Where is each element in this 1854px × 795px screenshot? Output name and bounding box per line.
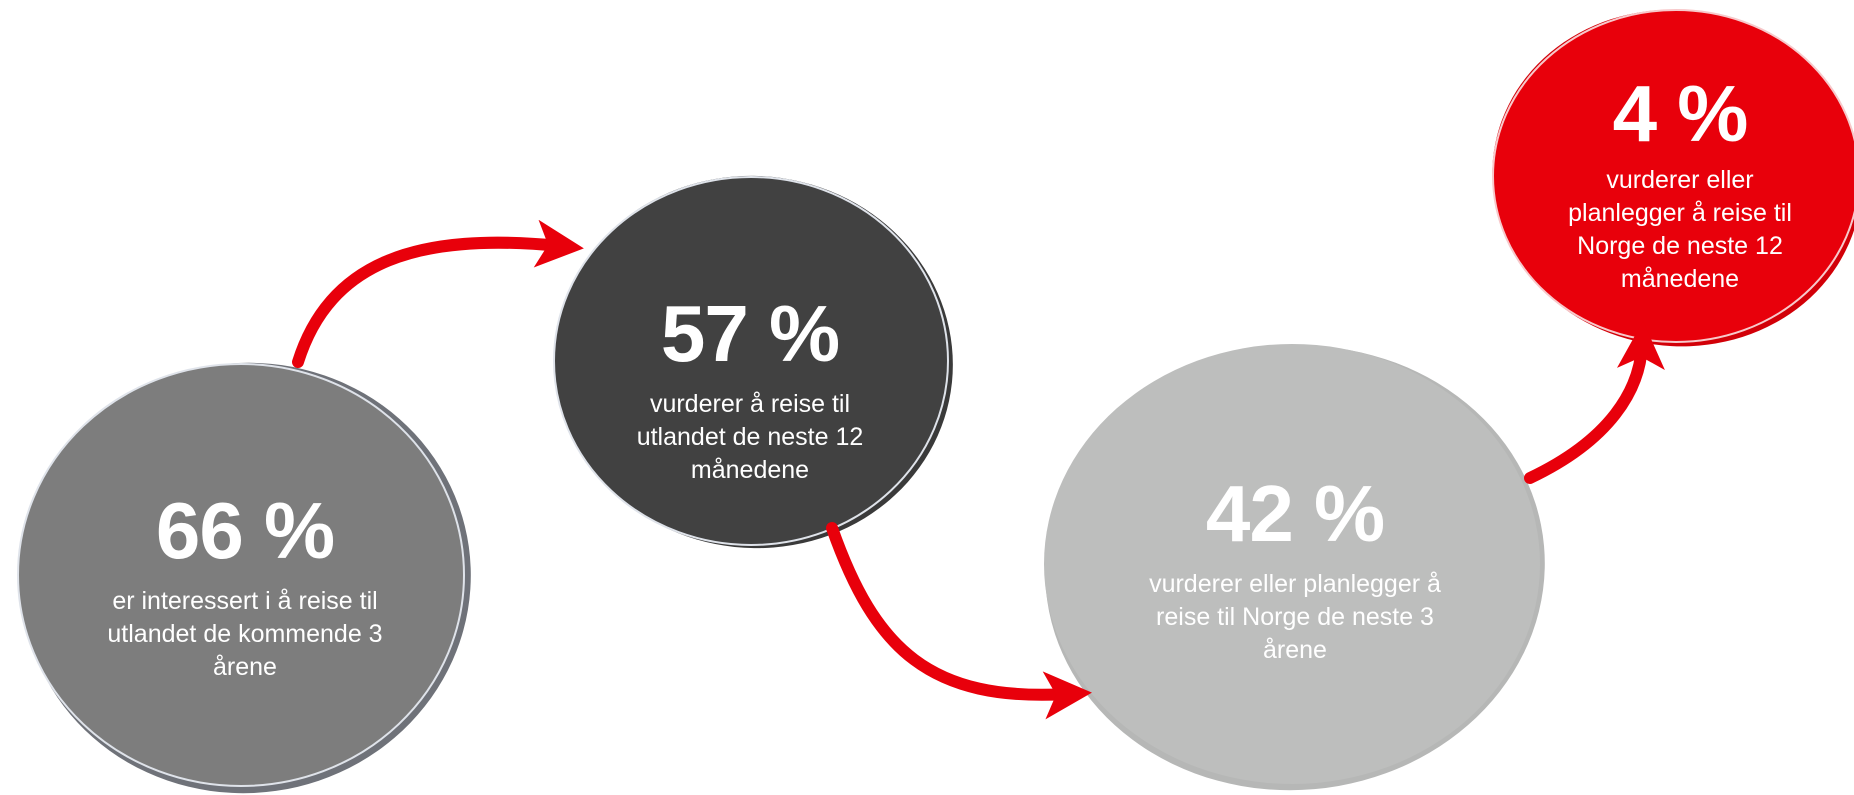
arrow-2-to-3 bbox=[826, 522, 1092, 720]
step-4-label: 4 % vurderer eller planlegger å reise ti… bbox=[1530, 65, 1830, 305]
circle-step-1 bbox=[17, 362, 471, 794]
step-1-label: 66 % er interessert i å reise til utland… bbox=[80, 462, 410, 712]
step-4-description: vurderer eller planlegger å reise til No… bbox=[1568, 166, 1792, 293]
step-1-description: er interessert i å reise til utlandet de… bbox=[107, 586, 383, 681]
arrow-3-to-4 bbox=[1524, 321, 1665, 484]
step-3-percent: 42 % bbox=[1205, 468, 1385, 558]
step-4-percent: 4 % bbox=[1612, 69, 1749, 158]
arrow-1-to-2 bbox=[292, 219, 584, 368]
step-2-percent: 57 % bbox=[660, 288, 840, 378]
circle-step-4 bbox=[1492, 9, 1854, 347]
step-1-percent: 66 % bbox=[155, 485, 335, 575]
step-2-description: vurderer å reise til utlandet de neste 1… bbox=[636, 389, 864, 484]
circle-step-3 bbox=[1044, 344, 1545, 791]
step-2-label: 57 % vurderer å reise til utlandet de ne… bbox=[590, 280, 910, 500]
step-3-description: vurderer eller planlegger å reise til No… bbox=[1149, 569, 1441, 664]
circle-step-2 bbox=[553, 175, 953, 549]
step-3-label: 42 % vurderer eller planlegger å reise t… bbox=[1130, 460, 1460, 680]
